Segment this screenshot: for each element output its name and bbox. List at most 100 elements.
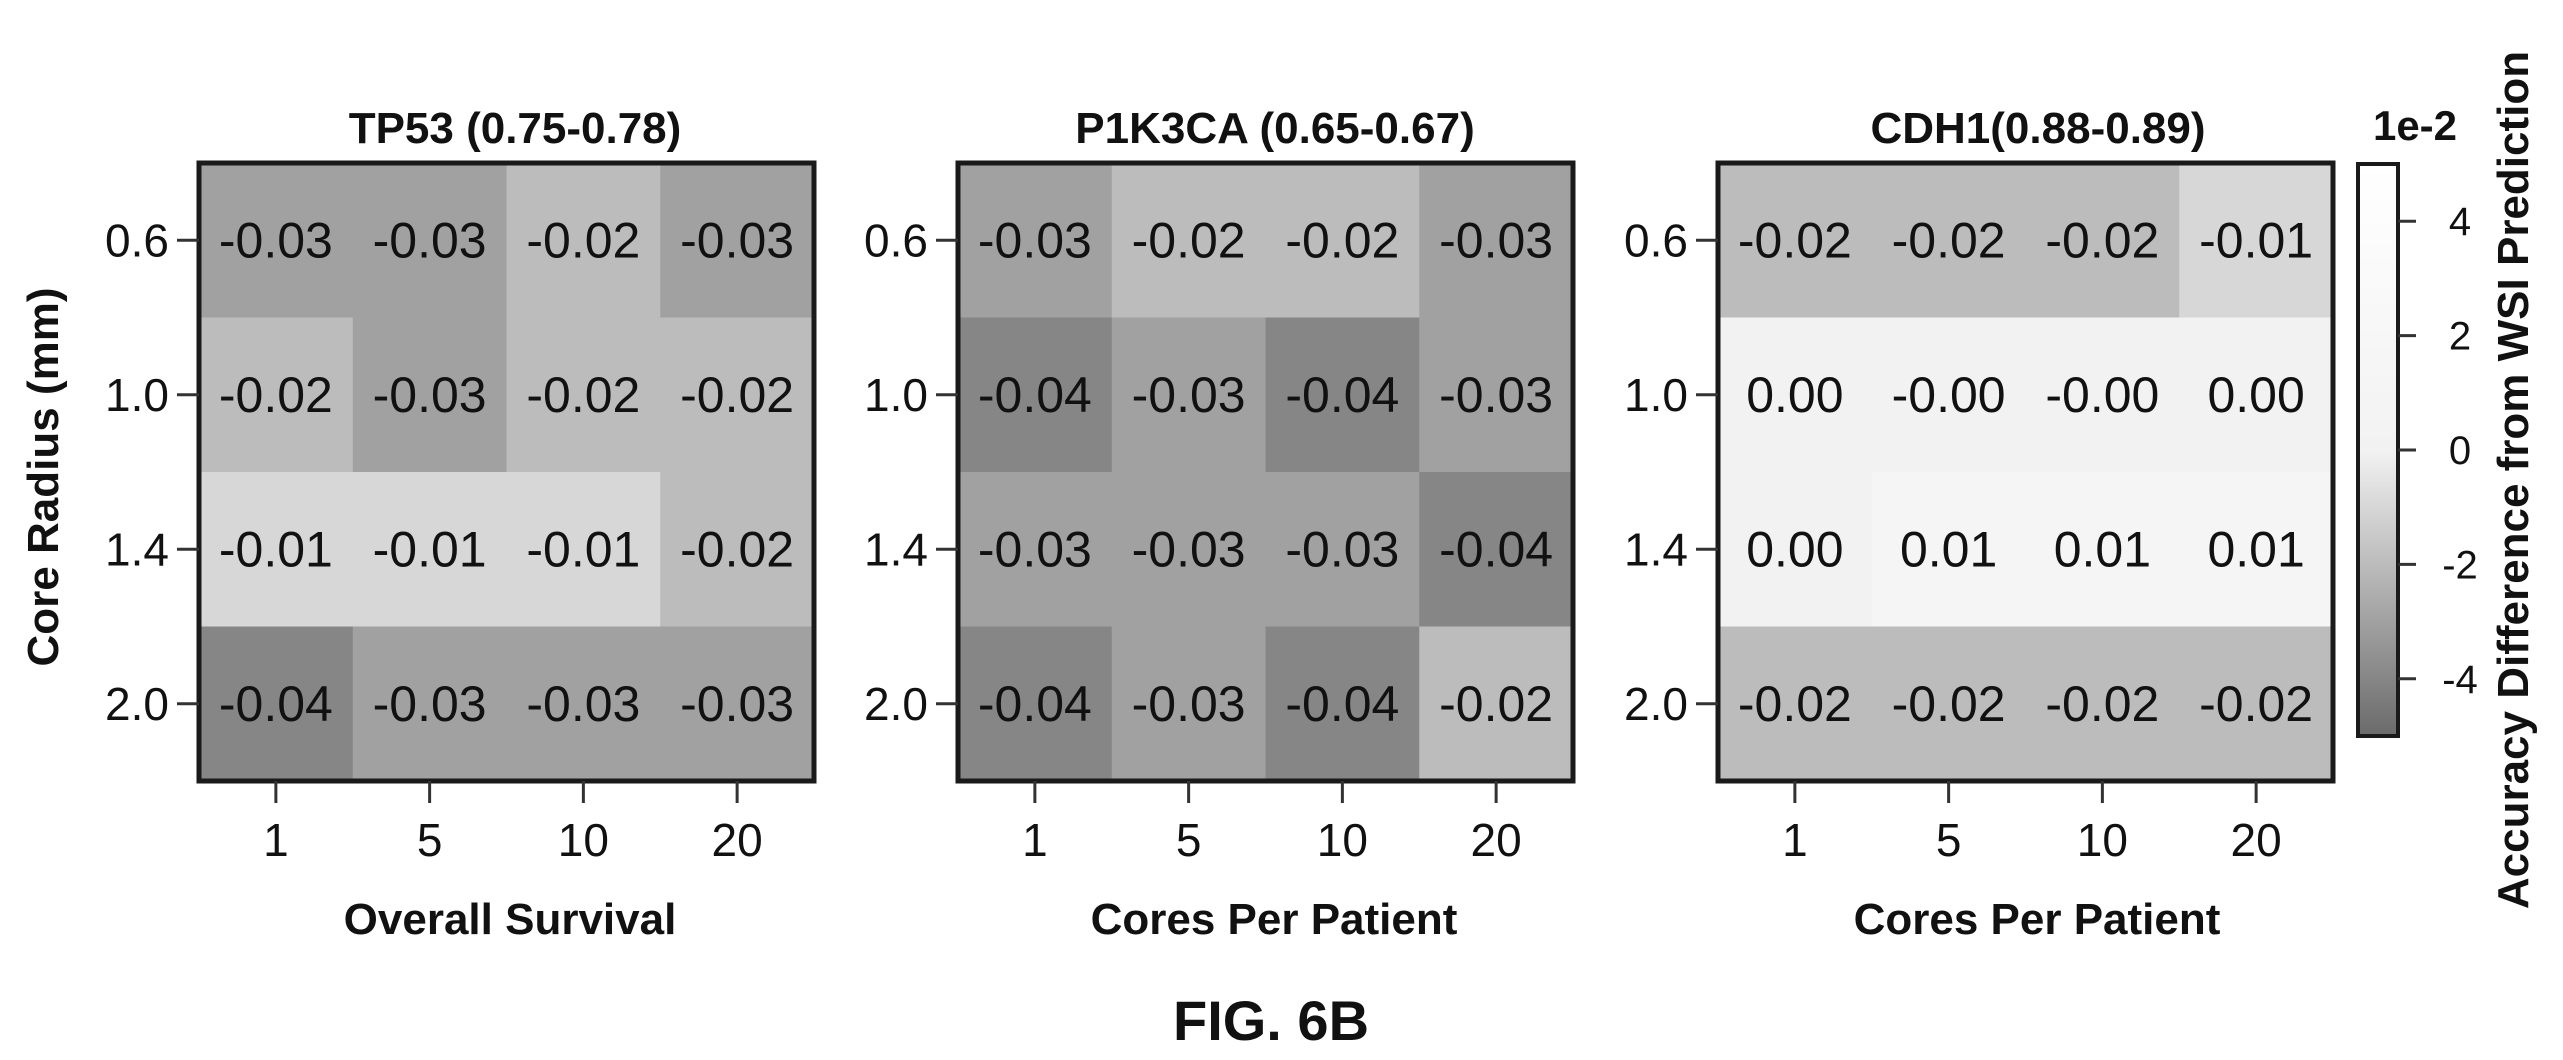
heatmap-panel-p1k3ca: P1K3CA (0.65-0.67) -0.03 -0.02 -0.02 -0.03-… bbox=[864, 104, 1576, 944]
colorbar-ticks: 4 2 0 -2 -4 bbox=[2398, 200, 2478, 702]
panel-title: TP53 (0.75-0.78) bbox=[349, 104, 682, 153]
cell-value-label: -0.04 bbox=[219, 676, 333, 732]
y-axis-ticks: 0.6 1.0 1.4 2.0 bbox=[105, 214, 199, 730]
cell-value-label: -0.02 bbox=[680, 367, 794, 423]
y-tick-label: 1.4 bbox=[864, 523, 928, 575]
heatmap-cell bbox=[1265, 163, 1420, 318]
cell-value-label: -0.02 bbox=[219, 367, 333, 423]
colorbar-unit-label: 1e-2 bbox=[2373, 102, 2457, 149]
heatmap-cell bbox=[1871, 163, 2026, 318]
heatmap-cell bbox=[660, 317, 815, 473]
x-tick-label: 20 bbox=[712, 814, 763, 866]
heatmap-cell bbox=[660, 163, 815, 318]
cell-value-label: -0.02 bbox=[2045, 212, 2159, 268]
heatmap-cell bbox=[958, 163, 1113, 318]
heatmap-cell bbox=[1718, 163, 1873, 318]
heatmap-frame bbox=[196, 160, 817, 784]
heatmap-frame bbox=[1715, 160, 2336, 784]
heatmap-cell bbox=[1871, 317, 2026, 473]
x-tick-label: 1 bbox=[1022, 814, 1048, 866]
heatmap-cell bbox=[1718, 317, 1873, 473]
cell-value-label: -0.02 bbox=[1892, 212, 2006, 268]
heatmap-cell bbox=[352, 317, 507, 473]
colorbar-tick-label: -4 bbox=[2442, 658, 2478, 702]
x-tick-label: 10 bbox=[1317, 814, 1368, 866]
panel-title: P1K3CA (0.65-0.67) bbox=[1075, 104, 1474, 153]
heatmap-cell bbox=[958, 317, 1113, 473]
x-tick-label: 10 bbox=[2077, 814, 2128, 866]
heatmap-cells: -0.03 -0.02 -0.02 -0.03 -0.04 -0.03 -0.04 -0.03… bbox=[955, 160, 1576, 784]
heatmap-cell bbox=[199, 317, 354, 473]
cell-value-label: -0.03 bbox=[373, 676, 487, 732]
heatmap-cell bbox=[506, 317, 661, 473]
colorbar-tick-label: 4 bbox=[2449, 200, 2471, 244]
heatmap-cell bbox=[1111, 163, 1266, 318]
heatmap-panel-cdh1: CDH1(0.88-0.89) -0.02 -0.02 -0.02 -0.01 0.00… bbox=[1624, 104, 2336, 944]
heatmap-panel-tp53: TP53 (0.75-0.78) -0.03 -0.03 -0.02 -0.03-0.… bbox=[19, 104, 817, 944]
cell-value-label: -0.04 bbox=[978, 367, 1092, 423]
figure-caption: FIG. 6B bbox=[1173, 989, 1369, 1052]
cell-value-label: -0.01 bbox=[219, 521, 333, 577]
y-tick-label: 1.0 bbox=[105, 369, 169, 421]
cell-value-label: -0.00 bbox=[2045, 367, 2159, 423]
y-tick-label: 1.0 bbox=[864, 369, 928, 421]
heatmap-cell bbox=[660, 626, 815, 782]
heatmap-cell bbox=[199, 163, 354, 318]
heatmap-cells: -0.02 -0.02 -0.02 -0.01 0.00 -0.00 -0.00 0.00 0.… bbox=[1715, 160, 2336, 784]
cell-value-label: 0.01 bbox=[2054, 521, 2151, 577]
y-tick-label: 1.4 bbox=[105, 523, 169, 575]
colorbar-gradient bbox=[2356, 162, 2400, 738]
cell-value-label: 0.01 bbox=[1900, 521, 1997, 577]
cell-value-label: -0.01 bbox=[526, 521, 640, 577]
y-tick-label: 0.6 bbox=[864, 214, 928, 266]
x-axis-ticks: 1 5 10 20 bbox=[263, 781, 763, 866]
heatmap-cell bbox=[1419, 626, 1574, 782]
heatmap-cell bbox=[1111, 626, 1266, 782]
cell-value-label: -0.02 bbox=[1132, 212, 1246, 268]
heatmap-cell bbox=[1265, 472, 1420, 627]
cell-value-label: -0.02 bbox=[1738, 212, 1852, 268]
heatmap-cell bbox=[1419, 317, 1574, 473]
x-tick-label: 5 bbox=[1176, 814, 1202, 866]
heatmap-cell bbox=[958, 472, 1113, 627]
heatmap-cell bbox=[1265, 626, 1420, 782]
y-tick-label: 0.6 bbox=[1624, 214, 1688, 266]
x-axis-ticks: 1 5 10 20 bbox=[1022, 781, 1522, 866]
heatmap-cell bbox=[2179, 317, 2334, 473]
cell-value-label: -0.02 bbox=[1439, 676, 1553, 732]
x-tick-label: 5 bbox=[417, 814, 443, 866]
heatmap-frame bbox=[955, 160, 1576, 784]
cell-value-label: -0.03 bbox=[978, 521, 1092, 577]
heatmap-cells: -0.03 -0.03 -0.02 -0.03 -0.02 -0.03 -0.02 -0.02… bbox=[196, 160, 817, 784]
cell-value-label: -0.04 bbox=[1285, 367, 1399, 423]
heatmap-cell bbox=[2179, 626, 2334, 782]
y-tick-label: 2.0 bbox=[864, 678, 928, 730]
heatmap-cell bbox=[506, 472, 661, 627]
cell-value-label: -0.03 bbox=[1439, 367, 1553, 423]
cell-value-label: -0.02 bbox=[680, 521, 794, 577]
cell-value-label: -0.03 bbox=[219, 212, 333, 268]
cell-value-label: -0.02 bbox=[526, 212, 640, 268]
colorbar-title: Accuracy Difference from WSI Prediction bbox=[2489, 51, 2538, 909]
x-tick-label: 1 bbox=[263, 814, 289, 866]
cell-value-label: -0.03 bbox=[1285, 521, 1399, 577]
x-tick-label: 1 bbox=[1782, 814, 1808, 866]
heatmap-cell bbox=[958, 626, 1113, 782]
cell-value-label: 0.00 bbox=[2207, 367, 2304, 423]
cell-value-label: -0.03 bbox=[680, 212, 794, 268]
colorbar-tick-label: 0 bbox=[2449, 429, 2471, 473]
y-axis-title: Core Radius (mm) bbox=[19, 288, 68, 667]
heatmap-cell bbox=[199, 626, 354, 782]
cell-value-label: 0.00 bbox=[1746, 521, 1843, 577]
cell-value-label: -0.03 bbox=[680, 676, 794, 732]
cell-value-label: -0.04 bbox=[1439, 521, 1553, 577]
cell-value-label: -0.04 bbox=[978, 676, 1092, 732]
panel-title: CDH1(0.88-0.89) bbox=[1870, 104, 2205, 153]
cell-value-label: -0.03 bbox=[373, 367, 487, 423]
cell-value-label: -0.01 bbox=[2199, 212, 2313, 268]
heatmap-cell bbox=[2025, 472, 2180, 627]
cell-value-label: -0.03 bbox=[1132, 367, 1246, 423]
heatmap-cell bbox=[1871, 626, 2026, 782]
cell-value-label: -0.03 bbox=[978, 212, 1092, 268]
